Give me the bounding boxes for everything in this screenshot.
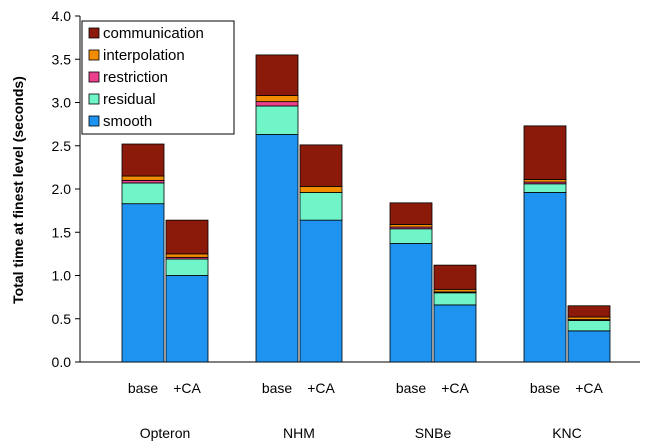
bar-segment-communication	[523, 125, 567, 180]
bar-label: +CA	[441, 380, 469, 396]
legend-swatch	[88, 71, 100, 83]
bar-segment-residual	[433, 292, 477, 306]
group-label: KNC	[552, 425, 582, 441]
y-tick-label: 4.0	[52, 8, 72, 24]
bar-label: +CA	[307, 380, 335, 396]
y-tick-label: 2.0	[52, 181, 72, 197]
y-tick-label: 3.5	[52, 51, 72, 67]
group-label: NHM	[283, 425, 315, 441]
bar-segment-smooth	[121, 203, 165, 363]
bar-segment-communication	[255, 54, 299, 96]
bar-segment-smooth	[255, 134, 299, 363]
bar-segment-residual	[389, 228, 433, 244]
legend-label: communication	[103, 25, 204, 42]
bar-segment-residual	[165, 258, 209, 276]
bar-segment-communication	[389, 202, 433, 225]
legend-box	[81, 20, 235, 135]
y-tick-label: 3.0	[52, 95, 72, 111]
y-tick-label: 0.5	[52, 311, 72, 327]
bar-segment-smooth	[523, 192, 567, 363]
bar-segment-communication	[299, 144, 343, 187]
legend-label: smooth	[103, 113, 152, 130]
bar-segment-communication	[165, 219, 209, 255]
legend-label: restriction	[103, 69, 168, 86]
y-tick-label: 1.0	[52, 268, 72, 284]
legend-swatch	[88, 49, 100, 61]
bar-label: base	[128, 380, 159, 396]
bar-segment-smooth	[299, 219, 343, 363]
bar-segment-communication	[567, 305, 611, 318]
bar-segment-communication	[433, 264, 477, 290]
x-axis-labels: base +CA Opteron base +CA NHM base +CA SNBe base +…	[128, 380, 604, 441]
bar-label: +CA	[173, 380, 201, 396]
bar-segment-smooth	[567, 330, 611, 363]
bar-segment-residual	[567, 320, 611, 332]
legend-swatch	[88, 115, 100, 127]
bar-segment-interpolation	[165, 253, 209, 258]
legend-swatch	[88, 93, 100, 105]
y-tick-label: 0.0	[52, 354, 72, 370]
bar-label: base	[396, 380, 427, 396]
group-label: Opteron	[140, 425, 191, 441]
bar-label: base	[530, 380, 561, 396]
bar-segment-communication	[121, 143, 165, 177]
bar-segment-smooth	[165, 275, 209, 363]
bar-segment-interpolation	[255, 95, 299, 103]
bar-segment-residual	[523, 183, 567, 193]
bar-segment-smooth	[389, 243, 433, 363]
y-tick-label: 2.5	[52, 138, 72, 154]
legend-swatch	[88, 27, 100, 39]
bar-label: +CA	[575, 380, 603, 396]
bar-segment-residual	[299, 192, 343, 221]
bars	[121, 54, 611, 363]
bar-segment-residual	[255, 105, 299, 135]
y-tick-label: 1.5	[52, 224, 72, 240]
legend-label: interpolation	[103, 47, 185, 64]
bar-segment-restriction	[255, 101, 299, 107]
legend: communication interpolation restriction res…	[81, 20, 235, 135]
legend-label: residual	[103, 91, 156, 108]
bar-segment-smooth	[433, 304, 477, 363]
group-label: SNBe	[415, 425, 452, 441]
bar-label: base	[262, 380, 293, 396]
bar-segment-interpolation	[299, 186, 343, 193]
bar-segment-interpolation	[121, 175, 165, 181]
bar-segment-residual	[121, 182, 165, 205]
y-axis: 0.0 0.5 1.0 1.5 2.0 2.5 3.0 3.5 4.0	[52, 8, 640, 370]
y-axis-title: Total time at finest level (seconds)	[10, 76, 26, 304]
